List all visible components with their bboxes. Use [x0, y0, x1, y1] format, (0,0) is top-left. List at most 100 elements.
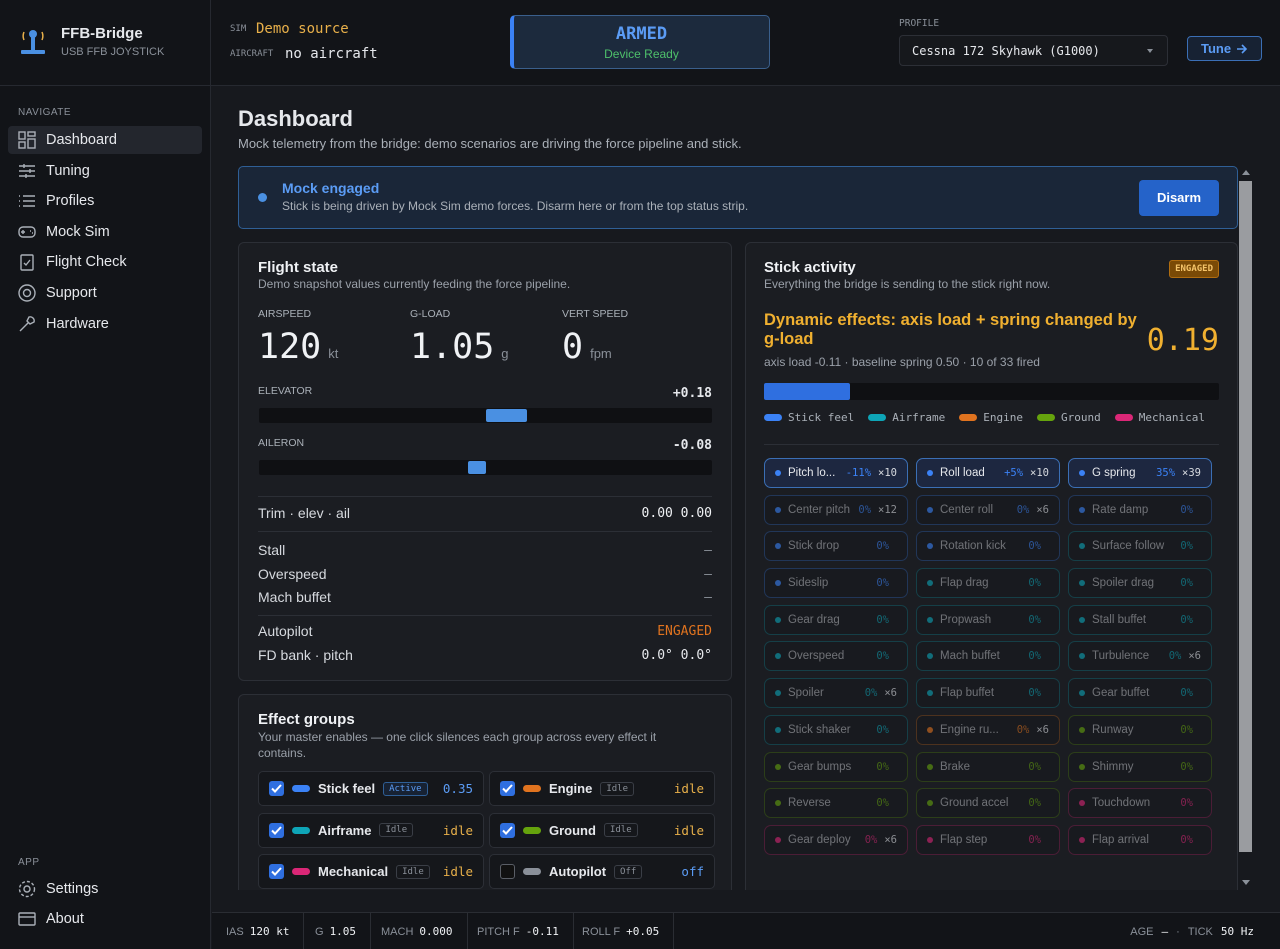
legend-item: Stick feel	[764, 411, 854, 424]
nav-icon	[18, 131, 36, 149]
effect-chip[interactable]: Rate damp 0%	[1068, 494, 1212, 525]
nav-item[interactable]: About	[8, 905, 202, 933]
nav-item[interactable]: Settings	[8, 875, 202, 903]
effect-name: Sideslip	[788, 577, 829, 590]
effect-chip[interactable]: Gear buffet 0%	[1068, 678, 1212, 709]
effect-chip[interactable]: Sideslip 0%	[764, 568, 908, 599]
scroll-down[interactable]	[1242, 880, 1250, 885]
state: ARMED	[615, 24, 668, 44]
axis-value: -0.08	[672, 438, 712, 453]
effect-chip[interactable]: Spoiler drag 0%	[1068, 568, 1212, 599]
effect-pct: 0%	[1016, 503, 1030, 516]
effect-chip[interactable]: Spoiler 0% ×6	[764, 678, 908, 709]
group-row[interactable]: Stick feel Active 0.35	[258, 771, 484, 806]
effect-chip[interactable]: Shimmy 0%	[1068, 751, 1212, 782]
effect-chip[interactable]: Surface follow 0%	[1068, 531, 1212, 562]
checkbox[interactable]	[500, 864, 515, 879]
group-row[interactable]: Mechanical Idle idle	[258, 854, 484, 889]
effect-pct: 0%	[876, 613, 889, 626]
effect-chip[interactable]: Gear deploy 0% ×6	[764, 824, 908, 855]
effects-grid: Pitch lo... -11% ×10 Roll load +5% ×10 G sprin…	[764, 458, 1212, 855]
effect-chip[interactable]: Pitch lo... -11% ×10	[764, 458, 908, 488]
group-row[interactable]: Engine Idle idle	[489, 771, 715, 806]
nav-item[interactable]: Support	[8, 279, 202, 307]
banner: Mock engaged Stick is being driven by Mo…	[238, 166, 1238, 229]
effect-name: G spring	[1092, 467, 1136, 479]
nav-item[interactable]: Hardware	[8, 310, 202, 338]
effect-chip[interactable]: Ground accel 0%	[916, 788, 1060, 819]
effect-dot	[775, 470, 781, 476]
effect-pct: 0%	[1180, 687, 1193, 700]
scrollbar[interactable]	[1238, 166, 1253, 890]
disarm-button[interactable]: Disarm	[1139, 180, 1219, 216]
nav-item[interactable]: Mock Sim	[8, 218, 202, 246]
effect-chip[interactable]: Stall buffet 0%	[1068, 604, 1212, 635]
effect-chip[interactable]: G spring 35% ×39	[1068, 458, 1212, 488]
card-subtitle: Your master enables — one click silences…	[258, 730, 657, 760]
effect-chip[interactable]: Reverse 0%	[764, 788, 908, 819]
effect-chip[interactable]: Turbulence 0% ×6	[1068, 641, 1212, 672]
effect-pct: 0%	[876, 760, 889, 773]
checkbox[interactable]	[500, 781, 515, 796]
checkbox[interactable]	[269, 864, 284, 879]
effect-chip[interactable]: Engine ru... 0% ×6	[916, 714, 1060, 745]
effect-chip[interactable]: Center roll 0% ×6	[916, 494, 1060, 525]
effect-chip[interactable]: Propwash 0%	[916, 604, 1060, 635]
footer: IAS 120 kt G 1.05 MACH 0.000 PITCH F -0.11 ROLL …	[212, 912, 1280, 949]
effect-chip[interactable]: Flap step 0%	[916, 824, 1060, 855]
effect-dot	[927, 763, 933, 770]
effect-chip[interactable]: Rotation kick 0%	[916, 531, 1060, 562]
check	[271, 867, 282, 876]
nav-item[interactable]: Flight Check	[8, 248, 202, 276]
nav-label: Settings	[46, 881, 99, 897]
effect-chip[interactable]: Overspeed 0%	[764, 641, 908, 672]
effect-chip[interactable]: Flap drag 0%	[916, 568, 1060, 599]
effect-dot	[1079, 580, 1085, 587]
activity-bar	[764, 383, 851, 400]
tune-button[interactable]: Tune	[1187, 36, 1262, 61]
checkbox[interactable]	[500, 822, 515, 838]
effect-chip[interactable]: Gear drag 0%	[764, 604, 908, 635]
effect-chip[interactable]: Touchdown 0%	[1068, 788, 1212, 819]
group-status: Off	[614, 864, 643, 879]
metric-unit: fpm	[590, 346, 612, 361]
effect-chip[interactable]: Mach buffet 0%	[916, 641, 1060, 672]
legend-swatch	[764, 414, 782, 421]
metric: 120 kt	[258, 327, 338, 367]
effect-name: Gear deploy	[788, 833, 851, 846]
group-row[interactable]: Airframe Idle idle	[258, 812, 484, 848]
nav-label: Flight Check	[46, 254, 127, 271]
effect-chip[interactable]: Stick shaker 0%	[764, 714, 908, 745]
legend-swatch	[959, 414, 978, 421]
group-status: Idle	[379, 823, 414, 837]
checkbox[interactable]	[269, 781, 284, 796]
nav-item[interactable]: Dashboard	[8, 126, 202, 154]
card-subtitle: Demo snapshot values currently feeding t…	[258, 277, 571, 291]
scroll-up[interactable]	[1242, 170, 1250, 175]
effect-chip[interactable]: Roll load +5% ×10	[916, 458, 1060, 488]
effect-chip[interactable]: Stick drop 0%	[764, 531, 908, 562]
group-row[interactable]: Ground Idle idle	[489, 812, 715, 848]
profile-select[interactable]: Cessna 172 Skyhawk (G1000)	[899, 35, 1168, 66]
effect-dot	[775, 616, 781, 623]
effect-chip[interactable]: Center pitch 0% ×12	[764, 494, 908, 525]
effect-dot	[775, 726, 781, 733]
nav-item[interactable]: Profiles	[8, 187, 202, 215]
nav-item[interactable]: Tuning	[8, 157, 202, 185]
nav-label: Dashboard	[46, 132, 117, 148]
group-row[interactable]: Autopilot Off off	[489, 854, 715, 889]
effect-chip[interactable]: Gear bumps 0%	[764, 751, 908, 782]
scroll-thumb[interactable]	[1239, 181, 1252, 852]
sidebar: NAVIGATE APP Dashboard Tuning Profiles Mock…	[0, 86, 211, 949]
effect-chip[interactable]: Runway 0%	[1068, 714, 1212, 745]
effect-chip[interactable]: Flap arrival 0%	[1068, 824, 1212, 855]
check	[502, 784, 513, 793]
checkbox[interactable]	[269, 822, 284, 838]
effect-chip[interactable]: Brake 0%	[916, 751, 1060, 782]
effect-dot	[927, 470, 933, 476]
effect-name: Brake	[940, 760, 971, 773]
legend-label: Ground	[1060, 411, 1101, 424]
arm-state[interactable]: ARMED Device Ready	[510, 15, 770, 69]
effect-chip[interactable]: Flap buffet 0%	[916, 678, 1060, 709]
